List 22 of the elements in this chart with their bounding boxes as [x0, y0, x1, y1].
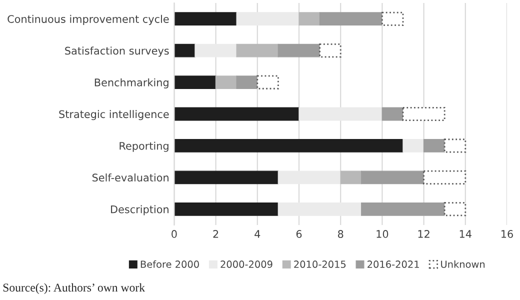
x-tick-label: 6 [296, 230, 302, 238]
y-tick-label: Continuous improvement cycle [8, 14, 169, 25]
y-tick-label: Benchmarking [94, 78, 168, 88]
y-tick-label: Strategic intelligence [59, 110, 169, 120]
x-tick-label: 4 [254, 230, 260, 238]
source-note: Source(s): Authors’ own work [3, 283, 146, 294]
y-tick-label: Reporting [120, 142, 168, 152]
legend-label: Unknown [441, 260, 485, 268]
legend-label: 2000-2009 [220, 260, 272, 268]
legend-label: Before 2000 [140, 260, 199, 268]
x-tick-label: 14 [460, 230, 472, 238]
x-tick-label: 8 [338, 230, 344, 238]
x-tick-label: 12 [418, 230, 430, 238]
y-tick-label: Description [111, 205, 168, 216]
x-tick-label: 0 [172, 230, 177, 238]
y-tick-label: Satisfaction surveys [65, 46, 169, 57]
x-tick-label: 2 [213, 230, 218, 238]
x-tick-label: 10 [376, 230, 388, 238]
x-tick-label: 16 [502, 230, 513, 238]
y-tick-label: Self-evaluation [92, 173, 168, 182]
legend-label: 2010-2015 [294, 260, 346, 268]
legend-label: 2016-2021 [368, 260, 419, 268]
